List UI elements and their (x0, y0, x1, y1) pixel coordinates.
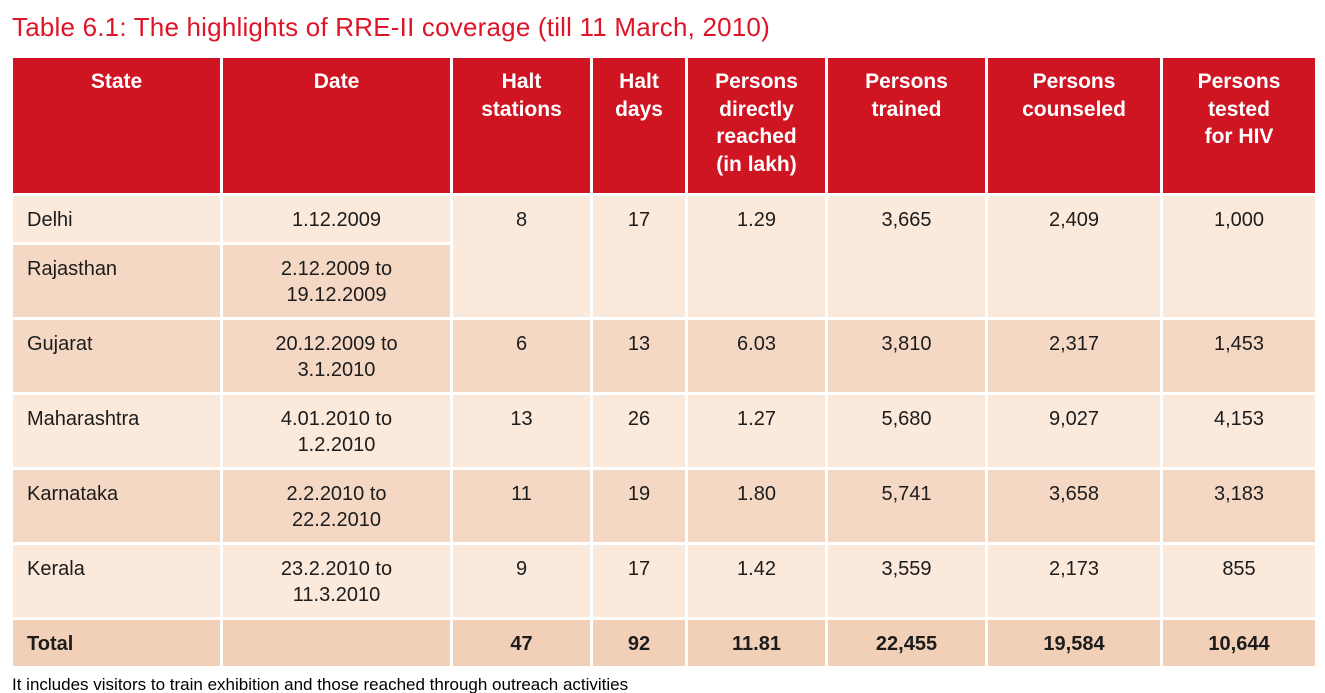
footnote: It includes visitors to train exhibition… (12, 675, 629, 693)
cell-persons-reached: 1.80 (685, 467, 828, 545)
data-table: State Date Halt stations Halt days Perso… (10, 55, 1318, 669)
table-title: Table 6.1: The highlights of RRE-II cove… (12, 12, 770, 42)
cell-persons-tested: 3,183 (1160, 467, 1318, 545)
cell-halt-days: 17 (590, 542, 688, 620)
cell-persons-tested: 855 (1160, 542, 1318, 620)
cell-state: Delhi (10, 193, 223, 245)
cell-halt-days: 26 (590, 392, 688, 470)
header-cell-date: Date (220, 55, 453, 196)
cell-date: 4.01.2010 to 1.2.2010 (220, 392, 453, 470)
header-cell-persons-trained: Persons trained (825, 55, 988, 196)
cell-halt-stations: 8 (450, 193, 593, 320)
cell-halt-days: 92 (590, 617, 688, 669)
cell-persons-trained: 3,559 (825, 542, 988, 620)
cell-halt-stations: 47 (450, 617, 593, 669)
cell-halt-stations: 9 (450, 542, 593, 620)
cell-date: 1.12.2009 (220, 193, 453, 245)
cell-persons-trained: 22,455 (825, 617, 988, 669)
header-cell-persons-reached: Persons directly reached (in lakh) (685, 55, 828, 196)
cell-persons-tested: 4,153 (1160, 392, 1318, 470)
cell-state: Kerala (10, 542, 223, 620)
cell-state: Gujarat (10, 317, 223, 395)
cell-persons-counseled: 3,658 (985, 467, 1163, 545)
table-row-rajasthan: Rajasthan 2.12.2009 to 19.12.2009 (10, 242, 1317, 320)
cell-state: Rajasthan (10, 242, 223, 320)
cell-persons-counseled: 9,027 (985, 392, 1163, 470)
cell-persons-reached: 1.27 (685, 392, 828, 470)
table-row-gujarat: Gujarat 20.12.2009 to 3.1.2010 6 13 6.03… (10, 317, 1318, 395)
cell-persons-reached: 1.29 (685, 193, 828, 320)
cell-date: 2.2.2010 to 22.2.2010 (220, 467, 453, 545)
cell-persons-trained: 3,665 (825, 193, 988, 320)
cell-persons-trained: 3,810 (825, 317, 988, 395)
cell-halt-days: 17 (590, 193, 688, 320)
cell-persons-tested: 1,000 (1160, 193, 1318, 320)
header-cell-halt-days: Halt days (590, 55, 688, 196)
header-cell-state: State (10, 55, 223, 196)
header-cell-halt-stations: Halt stations (450, 55, 593, 196)
cell-halt-stations: 6 (450, 317, 593, 395)
header-cell-persons-tested: Persons tested for HIV (1160, 55, 1318, 196)
cell-persons-counseled: 2,409 (985, 193, 1163, 320)
cell-persons-tested: 1,453 (1160, 317, 1318, 395)
cell-persons-counseled: 2,317 (985, 317, 1163, 395)
table-row-kerala: Kerala 23.2.2010 to 11.3.2010 9 17 1.42 … (10, 542, 1318, 620)
cell-date: 23.2.2010 to 11.3.2010 (220, 542, 453, 620)
cell-date-empty (220, 617, 453, 669)
cell-halt-stations: 13 (450, 392, 593, 470)
cell-date: 2.12.2009 to 19.12.2009 (220, 242, 453, 320)
cell-state: Maharashtra (10, 392, 223, 470)
header-cell-persons-counseled: Persons counseled (985, 55, 1163, 196)
cell-persons-counseled: 19,584 (985, 617, 1163, 669)
cell-total-label: Total (10, 617, 223, 669)
cell-halt-stations: 11 (450, 467, 593, 545)
cell-persons-counseled: 2,173 (985, 542, 1163, 620)
cell-persons-reached: 1.42 (685, 542, 828, 620)
table-row-total: Total 47 92 11.81 22,455 19,584 10,644 (10, 617, 1318, 669)
cell-persons-reached: 11.81 (685, 617, 828, 669)
cell-date: 20.12.2009 to 3.1.2010 (220, 317, 453, 395)
cell-persons-tested: 10,644 (1160, 617, 1318, 669)
cell-persons-trained: 5,680 (825, 392, 988, 470)
cell-persons-trained: 5,741 (825, 467, 988, 545)
cell-state: Karnataka (10, 467, 223, 545)
cell-persons-reached: 6.03 (685, 317, 828, 395)
table-row-delhi: Delhi 1.12.2009 8 17 1.29 3,665 2,409 1,… (10, 193, 1318, 320)
table-row-maharashtra: Maharashtra 4.01.2010 to 1.2.2010 13 26 … (10, 392, 1318, 470)
cell-halt-days: 19 (590, 467, 688, 545)
table-row-karnataka: Karnataka 2.2.2010 to 22.2.2010 11 19 1.… (10, 467, 1318, 545)
table-header-row: State Date Halt stations Halt days Perso… (10, 55, 1318, 196)
cell-halt-days: 13 (590, 317, 688, 395)
